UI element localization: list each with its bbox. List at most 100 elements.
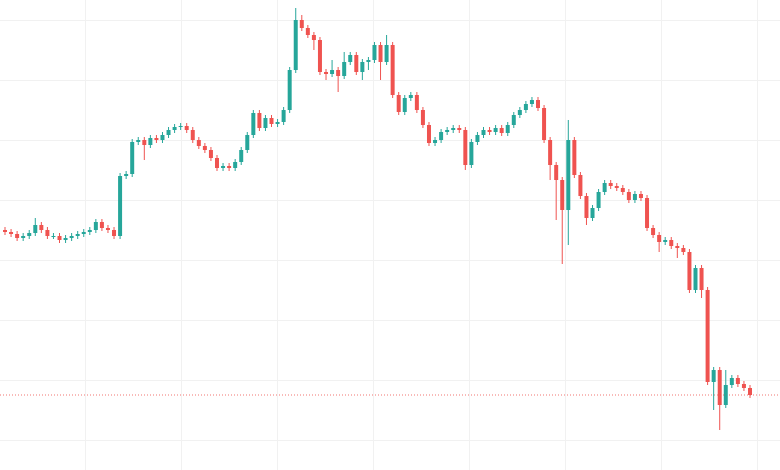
candle-body [481, 130, 486, 135]
candle-body [645, 198, 650, 228]
candle-body [657, 235, 662, 242]
candle-body [402, 98, 407, 112]
candle-body [463, 130, 468, 165]
candle-body [517, 110, 522, 115]
candle-body [723, 385, 728, 405]
candle-body [214, 158, 219, 168]
candle-body [281, 110, 286, 122]
candle-body [311, 35, 316, 40]
candle-body [433, 140, 438, 143]
candle-body [275, 122, 280, 124]
candle-body [426, 125, 431, 143]
candle-body [142, 140, 147, 145]
candle-body [63, 238, 68, 240]
candle-body [202, 146, 207, 150]
candle-body [166, 130, 171, 135]
candle-body [451, 128, 456, 130]
candle-body [536, 100, 541, 108]
candle-body [190, 130, 195, 140]
candle-body [184, 126, 189, 130]
candle-body [420, 110, 425, 125]
candle-body [596, 192, 601, 208]
candle-body [390, 45, 395, 95]
candle-body [614, 186, 619, 188]
candle-body [324, 72, 329, 74]
candle-body [178, 126, 183, 127]
candle-body [136, 140, 141, 142]
candle-body [717, 370, 722, 405]
candle-body [105, 228, 110, 230]
candle-body [251, 113, 256, 135]
candle-body [378, 45, 383, 62]
candle-body [160, 135, 165, 140]
candle-body [233, 162, 238, 168]
candle-body [39, 225, 44, 230]
candle-body [590, 208, 595, 218]
candle-body [112, 230, 117, 236]
candle-body [81, 232, 86, 234]
candle-body [705, 290, 710, 382]
candle-body [499, 128, 504, 133]
candle-body [293, 20, 298, 70]
candle-body [475, 135, 480, 142]
candle-body [172, 127, 177, 130]
candle-body [626, 192, 631, 200]
candle-body [366, 60, 371, 62]
candle-body [620, 188, 625, 192]
candle-body [69, 236, 74, 238]
candle-body [348, 55, 353, 62]
candle-body [445, 130, 450, 132]
candle-body [330, 70, 335, 74]
candle-body [239, 150, 244, 162]
candle-body [9, 232, 14, 234]
candle-body [360, 62, 365, 72]
candle-body [196, 140, 201, 146]
candle-body [27, 233, 32, 236]
candle-body [75, 234, 80, 236]
candle-body [748, 388, 752, 395]
candle-body [130, 142, 135, 174]
candle-body [487, 130, 492, 132]
candle-body [269, 118, 274, 124]
candle-body [566, 140, 571, 210]
candle-body [523, 104, 528, 110]
candle-body [711, 370, 716, 382]
candle-body [741, 384, 746, 388]
candle-body [602, 183, 607, 192]
candle-body [221, 166, 226, 168]
candle-body [287, 70, 292, 110]
candle-body [305, 28, 310, 35]
candle-body [336, 70, 341, 76]
candle-body [154, 138, 159, 140]
candle-body [51, 236, 56, 237]
candle-body [675, 246, 680, 248]
candle-body [669, 240, 674, 246]
candle-body [687, 252, 692, 290]
candle-body [118, 176, 123, 236]
candle-body [414, 95, 419, 110]
candle-body [45, 230, 50, 236]
candle-body [263, 118, 268, 128]
candle-body [548, 140, 553, 165]
candle-body [529, 100, 534, 104]
candle-body [505, 125, 510, 133]
candle-body [299, 20, 304, 28]
candle-body [342, 62, 347, 76]
candle-body [511, 115, 516, 125]
candle-body [542, 108, 547, 140]
candle-body [699, 268, 704, 290]
candle-body [584, 196, 589, 218]
candle-body [560, 180, 565, 210]
candle-body [227, 166, 232, 168]
candle-body [554, 165, 559, 180]
candle-body [245, 135, 250, 150]
candle-body [384, 45, 389, 62]
candle-body [33, 225, 38, 233]
candle-body [208, 150, 213, 158]
candle-body [148, 138, 153, 145]
candle-body [608, 183, 613, 186]
candle-body [372, 45, 377, 60]
candle-body [469, 142, 474, 165]
